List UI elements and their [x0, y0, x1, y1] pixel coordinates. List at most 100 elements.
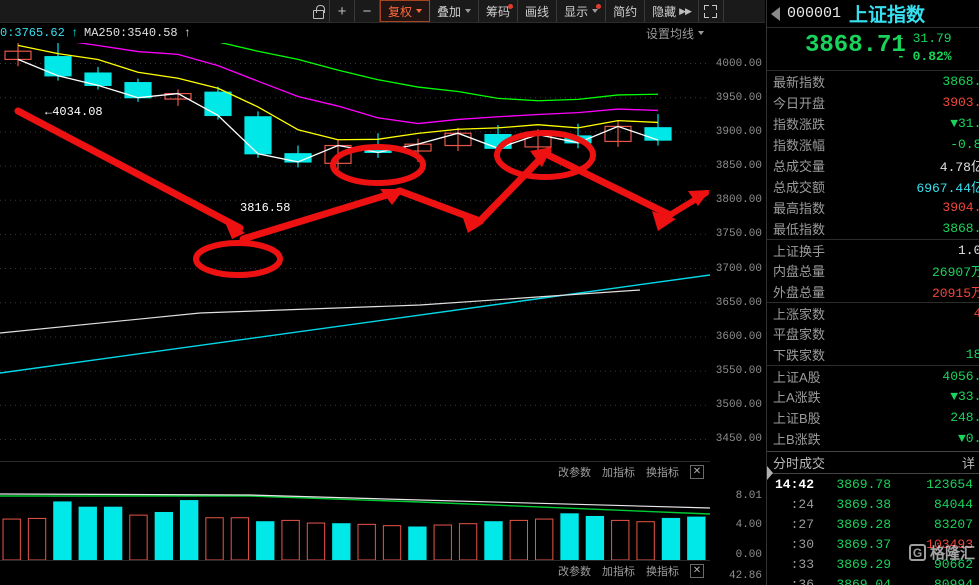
quote-stat-label: 今日开盘: [773, 96, 826, 111]
price-change: - 31.79: [897, 31, 952, 46]
toolbar-item-yincang[interactable]: 隐藏 ▶▶: [645, 0, 699, 22]
tick-volume: 123654: [926, 476, 973, 492]
zoom-in-button[interactable]: +: [330, 0, 355, 22]
volume-chart-svg: [0, 493, 710, 560]
minus-icon: −: [362, 2, 372, 20]
tick-row[interactable]: :30 3869.37 103493: [767, 534, 979, 554]
volume-switch-indicator-button[interactable]: 换指标: [646, 467, 679, 479]
quote-stat-label: 下跌家数: [773, 348, 826, 363]
plus-icon: +: [337, 2, 347, 20]
toolbar-item-xianshi[interactable]: 显示: [557, 0, 607, 22]
quote-stat-value: 3868.31: [942, 221, 979, 236]
quote-stat-row: 总成交额 6967.44亿元: [767, 176, 979, 197]
volume-close-icon[interactable]: ✕: [690, 465, 704, 479]
quote-stat-row: 指数涨跌 ▼31.79: [767, 113, 979, 134]
volume-add-indicator-button[interactable]: 加指标: [602, 467, 635, 479]
price-change-percent: - 0.82%: [897, 49, 952, 64]
quote-stat-label: 上证换手: [773, 243, 826, 259]
quote-stat-value: 3903.89: [942, 95, 979, 110]
tick-time: :24: [790, 496, 814, 512]
toolbar-item-label: 筹码: [486, 4, 511, 19]
price-axis-tick: 3900.00: [715, 125, 762, 138]
tick-row[interactable]: :24 3869.38 84044: [767, 494, 979, 514]
volume-chart[interactable]: [0, 482, 710, 560]
quote-stat-value: 447: [974, 306, 979, 321]
tick-row[interactable]: :33 3869.29 90662: [767, 554, 979, 574]
tick-list[interactable]: 14:42 3869.78 123654:24 3869.38 84044:27 3869…: [767, 474, 979, 585]
tick-volume: 84044: [933, 496, 973, 512]
set-ma-button[interactable]: 设置均线: [620, 23, 730, 43]
tick-price: 3869.78: [836, 476, 891, 492]
tick-row[interactable]: 14:42 3869.78 123654: [767, 474, 979, 494]
svg-text:3816.58: 3816.58: [240, 201, 290, 215]
ma-legend: 0:3765.62 ↑ MA250:3540.58 ↑: [0, 23, 710, 43]
quote-stat-label: 最低指数: [773, 222, 826, 237]
tick-volume: 83207: [933, 516, 973, 532]
toolbar-item-diejia[interactable]: 叠加: [430, 0, 480, 22]
toolbar-item-jianyue[interactable]: 简约: [606, 0, 646, 22]
ma-arrow-1-icon: ↑: [70, 26, 79, 40]
quote-summary: 3868.71 - 31.79 - 0.82%: [767, 28, 979, 71]
toolbar-spacer: [0, 0, 305, 22]
toolbar-item-label: 叠加: [437, 4, 462, 19]
tick-row[interactable]: :27 3869.28 83207: [767, 514, 979, 534]
quote-stat-label: 总成交额: [773, 180, 826, 195]
quote-stat-label: 上A涨跌: [773, 390, 821, 405]
quote-stat-row: 平盘家数25: [767, 323, 979, 344]
volume-axis-tick: 8.01: [735, 490, 762, 503]
quote-stat-label: 上B涨跌: [773, 432, 821, 447]
quote-stat-value: 1855: [965, 347, 979, 362]
tick-detail-link[interactable]: 详: [961, 456, 975, 471]
chevron-down-icon: [465, 9, 472, 13]
volume-change-params-button[interactable]: 改参数: [558, 467, 591, 479]
price-axis-tick: 3500.00: [715, 399, 762, 412]
price-axis-tick: 3700.00: [715, 262, 762, 275]
quote-stat-label: 外盘总量: [773, 285, 826, 300]
quote-stat-row: 今日开盘 3903.89: [767, 92, 979, 113]
tick-time: :36: [790, 576, 814, 585]
indicator-close-icon[interactable]: ✕: [690, 564, 704, 578]
last-price: 3868.71: [805, 32, 906, 59]
indicator-panel-header: 改参数 加指标 换指标 ✕: [0, 560, 710, 581]
tick-price: 3869.29: [836, 556, 891, 572]
toolbar-item-huaxian[interactable]: 画线: [518, 0, 558, 22]
quote-stat-value: ▼33.38: [950, 389, 979, 404]
price-axis-tick: 3600.00: [715, 330, 762, 343]
tick-time: 14:42: [774, 476, 814, 492]
quote-stat-label: 最高指数: [773, 201, 826, 216]
quote-stat-value: 20915万手: [931, 286, 979, 301]
price-axis-tick: 3950.00: [715, 91, 762, 104]
quote-stat-label: 最新指数: [773, 75, 826, 90]
lock-button[interactable]: [305, 0, 330, 22]
toolbar-item-fuquan[interactable]: 复权: [380, 0, 431, 22]
quote-stat-value: 248.64: [950, 410, 979, 425]
main-price-chart[interactable]: ←4034.08 3816.58: [0, 43, 710, 460]
quote-stat-value: ▼31.79: [950, 116, 979, 131]
indicator-value: 42.86: [728, 570, 762, 582]
chevron-down-icon: [698, 31, 704, 35]
quote-stat-row: 上证A股 4056.17: [767, 365, 979, 386]
back-arrow-icon[interactable]: [771, 6, 780, 21]
zoom-out-button[interactable]: −: [355, 0, 380, 22]
tick-header-label: 分时成交: [773, 456, 826, 471]
tick-row[interactable]: :36 3869.04 80994: [767, 574, 979, 585]
tick-time: :27: [790, 516, 814, 532]
instrument-name: 上证指数: [849, 5, 926, 26]
fullscreen-button[interactable]: [699, 0, 724, 22]
indicator-switch-button[interactable]: 换指标: [646, 566, 679, 578]
quote-stat-row: 上B涨跌 ▼0.22: [767, 428, 979, 449]
notification-dot-icon: [508, 4, 514, 9]
instrument-code: 000001: [787, 5, 842, 22]
quote-stat-row: 最低指数 3868.31: [767, 218, 979, 239]
svg-text:←4034.08: ←4034.08: [45, 105, 103, 119]
quote-header: 000001 上证指数: [767, 0, 979, 28]
indicator-change-params-button[interactable]: 改参数: [558, 566, 591, 578]
quote-stat-value: 3904.96: [942, 200, 979, 215]
price-axis-tick: 3450.00: [715, 433, 762, 446]
toolbar-item-label: 隐藏: [652, 4, 677, 19]
quote-stat-row: 上涨家数 447: [767, 302, 979, 323]
toolbar-item-chouma[interactable]: 筹码: [479, 0, 519, 22]
volume-axis-tick: 0.00: [735, 549, 762, 562]
quote-stat-row: 上证B股 248.64: [767, 407, 979, 428]
indicator-add-button[interactable]: 加指标: [602, 566, 635, 578]
